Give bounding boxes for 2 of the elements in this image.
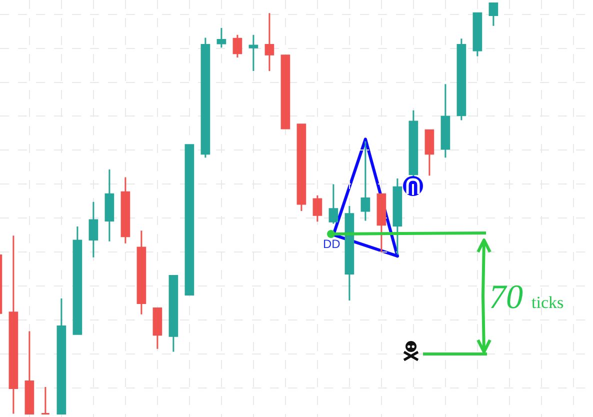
annotation: DD <box>323 237 341 251</box>
annotation: 70 ticks <box>489 279 564 316</box>
